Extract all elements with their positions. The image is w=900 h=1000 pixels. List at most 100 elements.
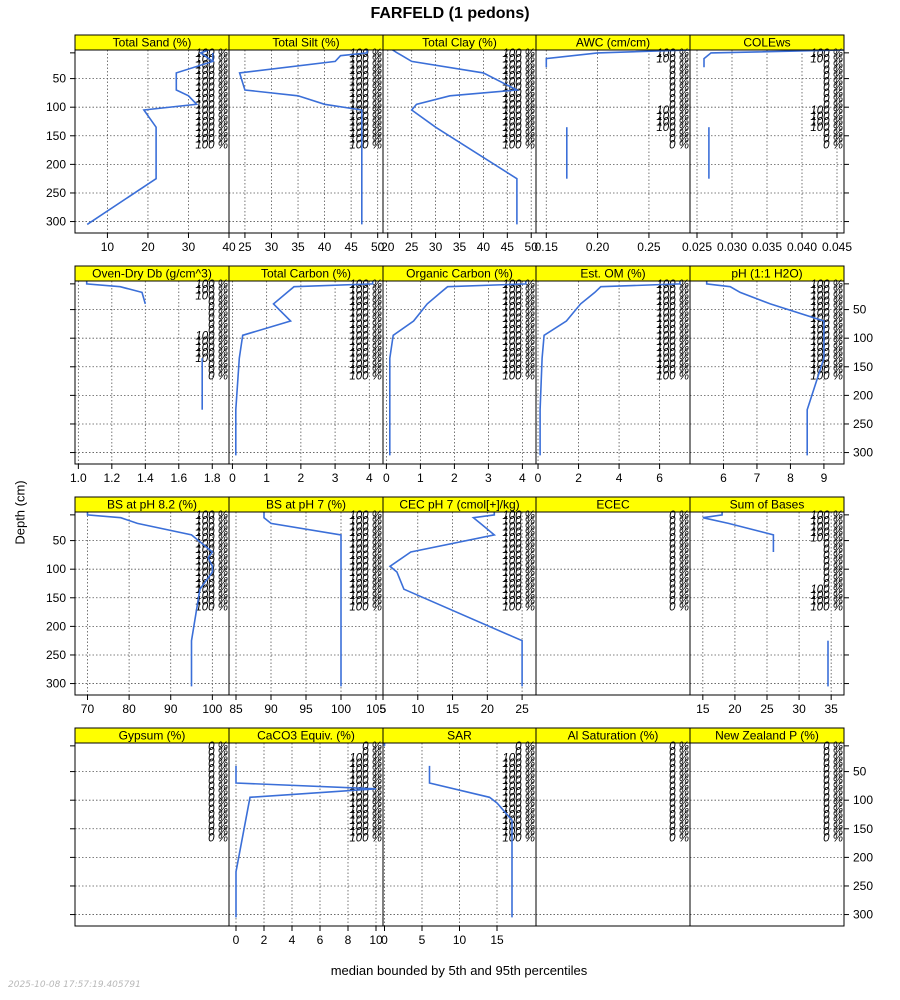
x-tick-label: 25: [238, 240, 252, 254]
pct-label: 100 %: [502, 787, 535, 799]
pct-label: 0 %: [823, 832, 843, 844]
pct-label: 100 %: [502, 313, 535, 325]
x-tick-label: 20: [728, 702, 742, 716]
panel-strip-label: CaCO3 Equiv. (%): [257, 729, 355, 743]
pct-label: 0 %: [669, 134, 689, 146]
pct-label: 100 %: [349, 590, 382, 602]
pct-label: 100 %: [195, 88, 228, 100]
pct-label: 0 %: [823, 556, 843, 568]
pct-label: 100 %: [656, 330, 689, 342]
pct-label: 100 %: [502, 296, 535, 308]
y-tick-label: 250: [853, 417, 873, 431]
pct-label: 100 %: [195, 527, 228, 539]
pct-label: 100 %: [502, 134, 535, 146]
pct-label: 0 %: [669, 798, 689, 810]
pct-label: 0 %: [208, 365, 228, 377]
x-tick-label: 4: [366, 471, 373, 485]
pct-label: 100 %: [502, 105, 535, 117]
x-tick-label: 2: [451, 471, 458, 485]
pct-label: 100 %: [349, 578, 382, 590]
pct-label: 0 %: [669, 510, 689, 522]
pct-label: 100 %: [502, 116, 535, 128]
pct-label: 0 %: [823, 764, 843, 776]
pct-label: 100 %: [195, 285, 228, 297]
pct-label: 0 %: [823, 550, 843, 562]
pct-label: 100 %: [656, 342, 689, 354]
pct-label: 100 %: [502, 798, 535, 810]
pct-label: 100 %: [502, 76, 535, 88]
pct-label: 100 %: [349, 769, 382, 781]
pct-label: 100 %: [349, 516, 382, 528]
x-tick-label: 15: [446, 702, 460, 716]
x-tick-label: 0.025: [682, 240, 712, 254]
y-tick-label: 150: [853, 822, 873, 836]
pct-label: 100 %: [195, 122, 228, 134]
pct-label: 100 %: [656, 319, 689, 331]
x-tick-label: 5: [419, 933, 426, 947]
pct-label: 0 %: [823, 88, 843, 100]
pct-label: 100 %: [810, 527, 843, 539]
panel-strip-label: Gypsum (%): [119, 729, 186, 743]
pct-label: 100 %: [502, 359, 535, 371]
pct-label: 0 %: [669, 567, 689, 579]
pct-label: 100 %: [349, 550, 382, 562]
pct-label: 0 %: [208, 769, 228, 781]
pct-label: 100 %: [502, 573, 535, 585]
x-tick-label: 10: [453, 933, 467, 947]
pct-label: 0 %: [669, 521, 689, 533]
pct-label: 100 %: [502, 139, 535, 151]
pct-label: 100 %: [502, 94, 535, 106]
pct-label: 0 %: [208, 787, 228, 799]
pct-label: 100 %: [195, 342, 228, 354]
pct-label: 100 %: [656, 122, 689, 134]
pct-label: 0 %: [669, 578, 689, 590]
pct-label: 100 %: [810, 516, 843, 528]
pct-label: 0 %: [669, 94, 689, 106]
pct-label: 100 %: [195, 279, 228, 291]
pct-label: 100 %: [502, 578, 535, 590]
pct-label: 0 %: [669, 769, 689, 781]
pct-label: 100 %: [195, 116, 228, 128]
pct-label: 100 %: [502, 832, 535, 844]
pct-label: 100 %: [195, 544, 228, 556]
pct-label: 0 %: [823, 792, 843, 804]
pct-label: 100 %: [349, 94, 382, 106]
x-tick-label: 35: [291, 240, 305, 254]
pct-label: 100 %: [810, 325, 843, 337]
pct-label: 100 %: [349, 313, 382, 325]
x-tick-label: 85: [229, 702, 243, 716]
pct-label: 0 %: [669, 596, 689, 608]
pct-label: 100 %: [195, 510, 228, 522]
panel-frame: [689, 280, 845, 465]
pct-label: 0 %: [669, 781, 689, 793]
panel-strip-label: AWC (cm/cm): [576, 36, 650, 50]
pct-label: 100 %: [502, 71, 535, 83]
pct-label: 100 %: [502, 319, 535, 331]
pct-label: 100 %: [502, 342, 535, 354]
pct-label: 100 %: [349, 584, 382, 596]
x-tick-label: 25: [760, 702, 774, 716]
pct-label: 100 %: [349, 330, 382, 342]
depth-profile-line: [392, 49, 520, 225]
pct-label: 100 %: [502, 590, 535, 602]
pct-label: 100 %: [195, 601, 228, 613]
pct-label: 100 %: [502, 764, 535, 776]
x-tick-label: 6: [317, 933, 324, 947]
x-tick-label: 6: [720, 471, 727, 485]
x-tick-label: 25: [515, 702, 529, 716]
pct-label: 0 %: [669, 804, 689, 816]
pct-label: 0 %: [208, 809, 228, 821]
pct-label: 100 %: [195, 516, 228, 528]
pct-label: 100 %: [349, 775, 382, 787]
pct-label: 100 %: [502, 804, 535, 816]
pct-label: 100 %: [656, 307, 689, 319]
panel-strip-label: Total Carbon (%): [261, 267, 351, 281]
pct-label: 100 %: [502, 353, 535, 365]
pct-label: 0 %: [208, 296, 228, 308]
panel-frame: [535, 49, 691, 234]
pct-label: 0 %: [669, 550, 689, 562]
x-tick-label: 50: [525, 240, 539, 254]
pct-label: 0 %: [823, 561, 843, 573]
pct-label: 0 %: [208, 804, 228, 816]
pct-label: 0 %: [208, 827, 228, 839]
